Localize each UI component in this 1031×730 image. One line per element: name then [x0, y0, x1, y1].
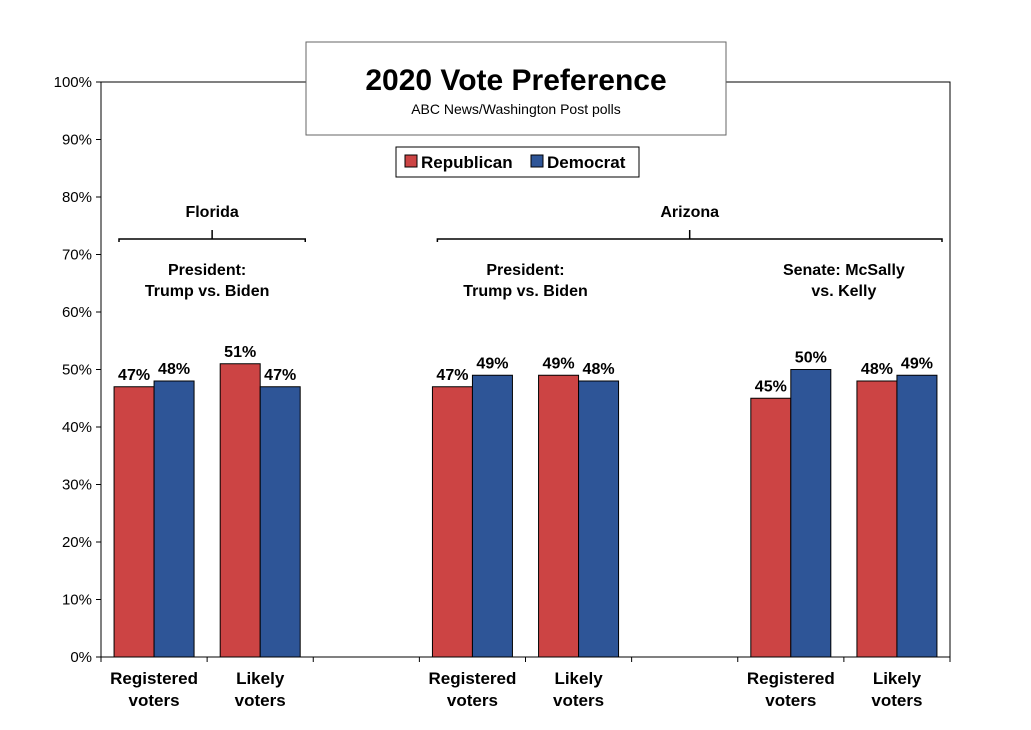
bar-value-label: 48% — [158, 361, 190, 378]
y-tick-label: 30% — [62, 477, 92, 494]
y-tick-label: 20% — [62, 534, 92, 551]
bar-value-label: 47% — [436, 367, 468, 384]
bar-democrat — [897, 375, 937, 657]
bar-republican — [751, 398, 791, 657]
bar-value-label: 48% — [861, 361, 893, 378]
x-tick-label: voters — [447, 691, 498, 710]
legend-swatch-republican — [405, 155, 417, 167]
group-label: vs. Kelly — [811, 283, 876, 300]
bar-value-label: 49% — [901, 355, 933, 372]
y-tick-label: 100% — [54, 74, 92, 91]
bar-democrat — [472, 375, 512, 657]
bar-value-label: 45% — [755, 378, 787, 395]
bar-republican — [539, 375, 579, 657]
group-label: Senate: McSally — [783, 262, 905, 279]
bar-value-label: 50% — [795, 350, 827, 367]
x-tick-label: Likely — [236, 669, 285, 688]
bar-value-label: 49% — [476, 355, 508, 372]
y-tick-label: 10% — [62, 592, 92, 609]
bar-value-label: 51% — [224, 344, 256, 361]
x-tick-label: voters — [235, 691, 286, 710]
bar-republican — [114, 387, 154, 657]
bar-value-label: 48% — [583, 361, 615, 378]
y-tick-label: 70% — [62, 247, 92, 264]
y-tick-label: 90% — [62, 132, 92, 149]
x-tick-label: voters — [553, 691, 604, 710]
x-axis: Registered voters Likely voters Registered vo… — [101, 657, 950, 710]
bar-democrat — [260, 387, 300, 657]
y-tick-label: 60% — [62, 304, 92, 321]
region-label: Arizona — [660, 204, 719, 221]
region-label: Florida — [185, 204, 238, 221]
y-axis: 0% 10% 20% 30% 40% 50% 60% 70% 80% 90% 100% — [54, 74, 101, 666]
x-tick-label: Registered — [747, 669, 835, 688]
bar-value-label: 47% — [264, 367, 296, 384]
title-box: 2020 Vote Preference ABC News/Washington… — [306, 42, 726, 135]
bar-value-label: 47% — [118, 367, 150, 384]
bar-democrat — [154, 381, 194, 657]
x-tick-label: Likely — [554, 669, 603, 688]
y-tick-label: 40% — [62, 419, 92, 436]
y-tick-label: 80% — [62, 189, 92, 206]
legend-label-republican: Republican — [421, 153, 513, 172]
bar-democrat — [579, 381, 619, 657]
group-label: Trump vs. Biden — [145, 283, 269, 300]
x-tick-label: voters — [765, 691, 816, 710]
group-label: President: — [168, 262, 246, 279]
x-tick-label: Registered — [429, 669, 517, 688]
x-tick-label: Likely — [873, 669, 922, 688]
x-tick-label: voters — [871, 691, 922, 710]
chart-subtitle: ABC News/Washington Post polls — [411, 101, 621, 117]
bar-democrat — [791, 370, 831, 658]
bar-republican — [220, 364, 260, 657]
legend: Republican Democrat — [396, 147, 639, 177]
legend-swatch-democrat — [531, 155, 543, 167]
y-tick-label: 0% — [70, 649, 92, 666]
bar-value-label: 49% — [543, 355, 575, 372]
x-tick-label: voters — [129, 691, 180, 710]
legend-label-democrat: Democrat — [547, 153, 626, 172]
group-label: Trump vs. Biden — [463, 283, 587, 300]
bar-republican — [432, 387, 472, 657]
y-tick-label: 50% — [62, 362, 92, 379]
chart-title: 2020 Vote Preference — [365, 64, 666, 97]
group-label: President: — [486, 262, 564, 279]
x-tick-label: Registered — [110, 669, 198, 688]
bar-republican — [857, 381, 897, 657]
